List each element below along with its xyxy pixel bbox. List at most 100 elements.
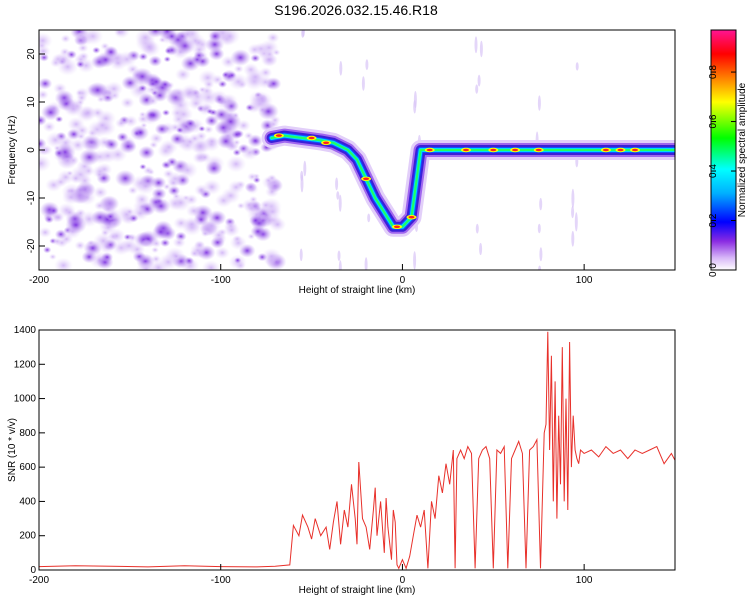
- noise-blob: [147, 96, 159, 106]
- ridge-hotspot-core: [632, 148, 638, 152]
- noise-blob: [208, 108, 218, 116]
- noise-blob: [48, 253, 57, 260]
- ridge-hotspot-core: [463, 148, 469, 152]
- noise-blob: [69, 173, 83, 184]
- noise-blob: [161, 160, 172, 169]
- noise-blob: [114, 30, 124, 36]
- spectrogram-y-tick-label: -10: [26, 190, 37, 205]
- colorbar-tick-label: 0.4: [708, 164, 719, 178]
- noise-blob: [214, 246, 230, 260]
- noise-blob: [163, 56, 171, 63]
- noise-blob: [221, 71, 230, 79]
- noise-blob: [269, 217, 287, 232]
- noise-blob: [161, 109, 171, 117]
- noise-blob: [149, 132, 164, 145]
- noise-streak: [538, 265, 542, 270]
- ridge-hotspot-core: [426, 148, 433, 152]
- noise-blob: [65, 216, 87, 234]
- noise-blob: [172, 237, 186, 248]
- noise-blob: [67, 116, 85, 132]
- ridge-hotspot-core: [275, 134, 282, 137]
- noise-blob: [74, 240, 86, 251]
- snr-y-tick-label: 1000: [14, 394, 37, 405]
- noise-blob: [236, 202, 246, 210]
- spectrogram-x-tick-label: -100: [211, 275, 231, 286]
- spectrogram-x-tick-label: 100: [576, 275, 593, 286]
- noise-blob: [198, 125, 206, 132]
- noise-blob: [134, 192, 150, 207]
- noise-blob: [211, 74, 224, 85]
- noise-blob: [182, 216, 202, 233]
- noise-blob: [127, 233, 138, 243]
- noise-streak: [539, 197, 543, 211]
- noise-blob: [42, 121, 56, 133]
- snr-y-tick-label: 400: [19, 496, 36, 507]
- noise-blob: [125, 208, 134, 216]
- noise-blob: [203, 125, 214, 134]
- noise-blob: [184, 256, 195, 265]
- noise-blob: [39, 89, 49, 100]
- noise-blob: [204, 115, 219, 127]
- noise-streak: [474, 36, 478, 54]
- noise-blob: [265, 77, 282, 91]
- noise-blob: [231, 130, 243, 139]
- noise-blob: [63, 207, 76, 218]
- noise-blob: [228, 73, 249, 91]
- ridge-hotspot-core: [512, 148, 519, 152]
- noise-blob: [103, 45, 119, 59]
- noise-blob: [261, 248, 282, 265]
- snr-y-tick-label: 1400: [14, 325, 37, 336]
- noise-blob: [145, 84, 159, 95]
- noise-blob: [138, 84, 148, 92]
- spectrogram-y-ticks: -20 -10 0 10 20: [26, 48, 45, 253]
- noise-streak: [413, 100, 417, 114]
- noise-blob: [101, 252, 114, 263]
- noise-blob: [101, 88, 111, 97]
- noise-blob: [138, 145, 156, 160]
- noise-blob: [92, 46, 101, 54]
- noise-blob: [244, 68, 267, 86]
- noise-blob: [39, 77, 53, 90]
- noise-blob: [95, 170, 104, 179]
- colorbar-tick-label: 0.0: [708, 263, 719, 277]
- noise-blob: [128, 214, 139, 223]
- noise-blob: [144, 107, 163, 123]
- noise-blob: [158, 36, 167, 44]
- spectrogram-y-tick-label: -20: [26, 238, 37, 253]
- noise-blob: [252, 176, 261, 184]
- noise-blob: [252, 91, 274, 110]
- snr-y-tick-label: 1200: [14, 359, 37, 370]
- noise-streak: [575, 62, 579, 71]
- noise-streak: [337, 250, 341, 262]
- noise-blob: [138, 52, 148, 61]
- noise-blob: [63, 100, 83, 117]
- noise-streak: [479, 242, 483, 256]
- ridge-hotspot-core: [363, 177, 370, 181]
- ridge-hotspot-core: [490, 148, 497, 152]
- noise-blob: [73, 30, 94, 47]
- noise-blob: [148, 55, 162, 67]
- noise-streak: [571, 230, 575, 247]
- noise-streak: [477, 74, 481, 87]
- noise-blob: [167, 177, 180, 189]
- noise-blob: [203, 79, 215, 90]
- noise-blob: [138, 111, 147, 118]
- noise-blob: [116, 132, 129, 143]
- ridge-hotspot-core: [308, 136, 315, 140]
- noise-blob: [39, 145, 50, 156]
- noise-blob: [248, 195, 258, 204]
- noise-blob: [184, 194, 199, 206]
- noise-blob: [75, 60, 85, 69]
- noise-blob: [92, 186, 109, 199]
- noise-blob: [263, 204, 282, 220]
- snr-panel: -200 -100 0 100 0 200 400 600 800 1000 1200 1400 H…: [7, 325, 676, 596]
- snr-y-label: SNR (10 * v/v): [7, 418, 18, 482]
- noise-blob: [233, 64, 244, 73]
- noise-streak: [475, 223, 479, 234]
- snr-x-ticks: -200 -100 0 100: [29, 564, 593, 586]
- noise-blob: [198, 152, 212, 163]
- noise-streak: [413, 251, 417, 270]
- noise-streak: [339, 61, 343, 76]
